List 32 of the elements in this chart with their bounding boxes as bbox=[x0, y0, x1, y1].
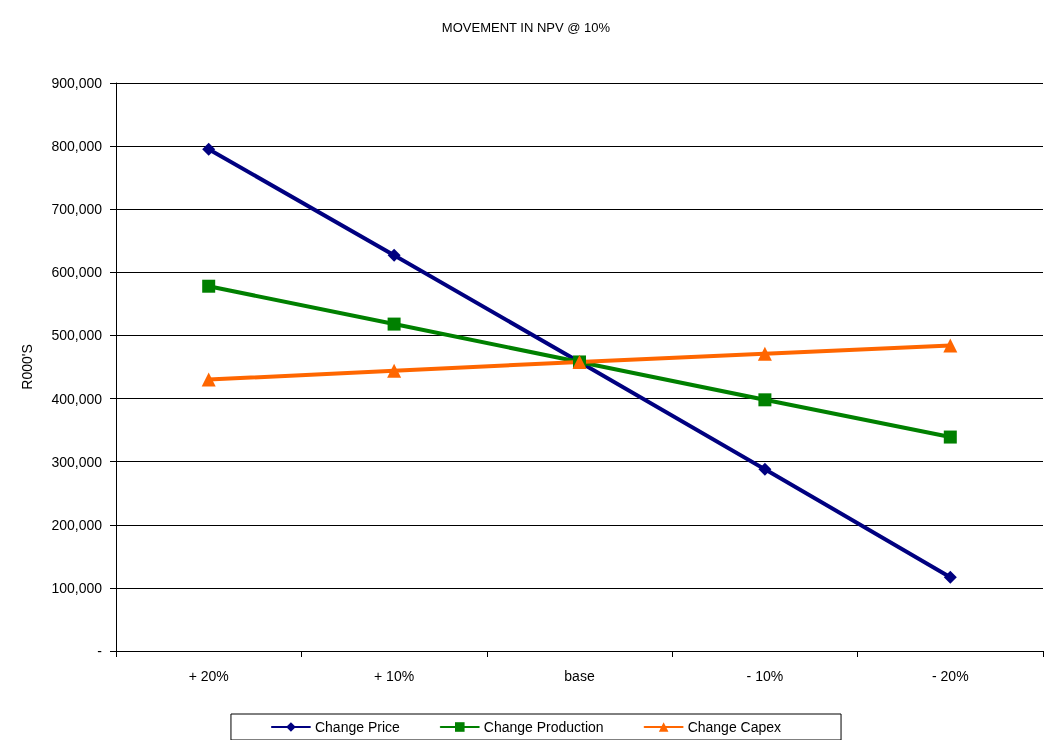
point bbox=[387, 248, 401, 262]
y-tick-label: 800,000 bbox=[51, 138, 103, 155]
legend-label: Change Capex bbox=[687, 719, 782, 735]
y-tick-label: 200,000 bbox=[51, 516, 103, 533]
y-tick-label: 600,000 bbox=[51, 264, 103, 281]
y-axis-title: R000'S bbox=[19, 344, 35, 390]
y-tick-label: 500,000 bbox=[51, 327, 103, 344]
point bbox=[387, 317, 401, 331]
x-tick-label: + 10% bbox=[374, 668, 415, 684]
x-tick-label: - 10% bbox=[746, 668, 784, 684]
legend-label: Change Production bbox=[483, 719, 604, 735]
point bbox=[943, 570, 957, 584]
point bbox=[943, 430, 957, 444]
y-tick-label: 400,000 bbox=[51, 390, 103, 407]
point bbox=[202, 279, 216, 293]
x-tick-label: base bbox=[564, 668, 595, 684]
point bbox=[202, 142, 216, 156]
point bbox=[758, 462, 772, 476]
y-tick-label: 700,000 bbox=[51, 201, 103, 218]
chart-title: MOVEMENT IN NPV @ 10% bbox=[441, 20, 611, 35]
point bbox=[757, 346, 772, 361]
legend-label: Change Price bbox=[314, 719, 400, 735]
x-tick-label: + 20% bbox=[188, 668, 229, 684]
y-tick-label: - bbox=[97, 643, 103, 659]
y-tick-label: 900,000 bbox=[51, 75, 103, 91]
y-tick-label: 100,000 bbox=[51, 579, 103, 596]
y-tick-label: 300,000 bbox=[51, 453, 103, 470]
point bbox=[201, 372, 216, 387]
x-tick-label: - 20% bbox=[932, 668, 969, 684]
point bbox=[758, 393, 772, 407]
point bbox=[387, 363, 402, 378]
point bbox=[943, 338, 958, 353]
